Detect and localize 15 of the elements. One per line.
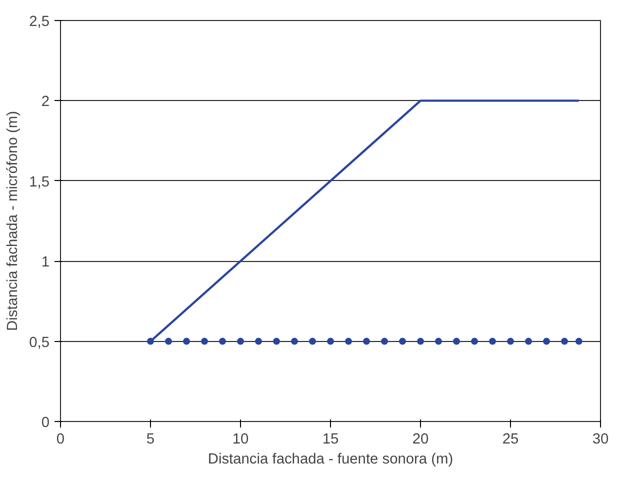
y-tick-label: 1,5 (29, 174, 50, 190)
x-tick-label: 5 (146, 432, 155, 448)
y-tick-label: 0 (41, 415, 50, 431)
y-tick-label: 2 (41, 94, 50, 110)
y-tick-label: 1 (41, 254, 50, 271)
y-axis-title: Distancia fachada - micrófono (m) (5, 111, 22, 331)
y-tick-label: 2,5 (29, 14, 50, 30)
x-tick-label: 10 (232, 432, 249, 448)
x-axis-title: Distancia fachada - fuente sonora (m) (208, 452, 454, 468)
x-tick-label: 0 (56, 432, 65, 448)
y-tick-label: 0,5 (29, 334, 50, 351)
x-tick-label: 15 (322, 432, 339, 448)
x-tick-label: 25 (502, 432, 519, 448)
x-tick-label: 30 (592, 432, 609, 448)
x-tick-label: 20 (412, 432, 429, 448)
